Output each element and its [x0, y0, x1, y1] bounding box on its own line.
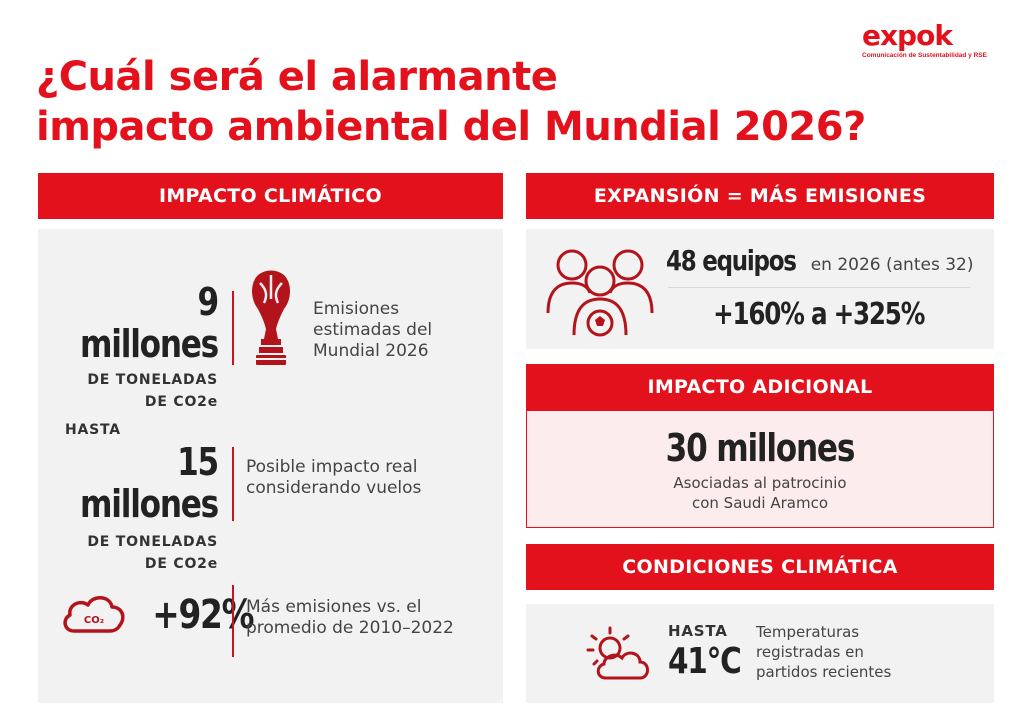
conditions-desc-line1: Temperaturas: [756, 623, 860, 641]
stat3-value: +92%: [152, 592, 254, 638]
range-block: +160% a +325%: [668, 295, 970, 335]
expansion-panel: 48 equipos en 2026 (antes 32) +160% a +3…: [526, 229, 994, 349]
climate-impact-panel: 9 millones DE TONELADAS DE CO2e Emisione…: [38, 229, 503, 703]
stat2-desc-line1: Posible impacto real: [246, 457, 418, 477]
conditions-description: Temperaturas registradas en partidos rec…: [756, 622, 976, 682]
stat1-description: Emisiones estimadas del Mundial 2026: [313, 299, 483, 362]
additional-panel: 30 millones Asociadas al patrocinio con …: [526, 410, 994, 528]
stat2-value: 15 millones: [80, 440, 219, 526]
teams-line: 48 equipos en 2026 (antes 32): [666, 243, 986, 279]
stat2-description: Posible impacto real considerando vuelos: [246, 457, 486, 499]
stat1-desc-line3: Mundial 2026: [313, 341, 429, 361]
page-title: ¿Cuál será el alarmante impacto ambienta…: [36, 52, 866, 152]
stat1-block: 9 millones DE TONELADAS DE CO2e: [48, 280, 219, 413]
stat2-unit-line1: DE TONELADAS: [87, 534, 218, 550]
conditions-header: CONDICIONES CLIMÁTICA: [526, 544, 994, 590]
stat1-unit-line2: DE CO2e: [144, 394, 218, 410]
brand-logo: expok Comunicación de Sustentabilidad y …: [862, 19, 997, 60]
stat1-unit-line1: DE TONELADAS: [87, 372, 218, 388]
stat2-unit-line2: DE CO2e: [144, 556, 218, 572]
stat2-prefix: HASTA: [65, 419, 121, 441]
additional-desc-line1: Asociadas al patrocinio: [673, 474, 847, 492]
additional-desc-line2: con Saudi Aramco: [691, 494, 829, 512]
stat2-prefix-text: HASTA: [65, 422, 121, 438]
brand-name: expok: [862, 19, 953, 52]
stat3-divider: [232, 585, 234, 657]
conditions-panel: HASTA 41°C Temperaturas registradas en p…: [526, 604, 994, 703]
climate-impact-header: IMPACTO CLIMÁTICO: [38, 173, 503, 219]
stat3-desc-line1: Más emisiones vs. el: [246, 597, 422, 617]
world-cup-trophy-icon: [246, 269, 296, 369]
title-line-1: ¿Cuál será el alarmante: [36, 54, 558, 100]
stat2-divider: [232, 447, 234, 521]
stat1-divider: [232, 291, 234, 365]
conditions-prefix: HASTA: [668, 622, 728, 640]
teams-suffix: en 2026 (antes 32): [810, 255, 974, 275]
conditions-desc-line2: registradas en: [756, 643, 864, 661]
sun-cloud-icon: [584, 626, 654, 684]
additional-header: IMPACTO ADICIONAL: [526, 364, 994, 410]
stat3-block: +92%: [130, 591, 254, 639]
stat2-desc-line2: considerando vuelos: [246, 478, 422, 498]
stat2-block: 15 millones DE TONELADAS DE CO2e: [48, 440, 219, 575]
range-value: +160% a +325%: [713, 297, 926, 332]
conditions-desc-line3: partidos recientes: [756, 663, 892, 681]
stat1-value: 9 millones: [80, 280, 219, 366]
stat1-desc-line1: Emisiones: [313, 299, 400, 319]
expansion-header: EXPANSIÓN = MÁS EMISIONES: [526, 173, 994, 219]
conditions-value: 41°C: [668, 641, 742, 682]
additional-value: 30 millones: [665, 426, 856, 470]
conditions-stat-block: HASTA 41°C: [668, 620, 748, 682]
stat1-desc-line2: estimadas del: [313, 320, 433, 340]
stat3-description: Más emisiones vs. el promedio de 2010–20…: [246, 597, 496, 639]
co2-cloud-icon: CO₂: [60, 593, 128, 637]
expansion-divider: [668, 287, 970, 288]
additional-block: 30 millones Asociadas al patrocinio con …: [527, 427, 993, 513]
co2-cloud-label: CO₂: [84, 615, 104, 626]
brand-tagline: Comunicación de Sustentabilidad y RSE: [862, 52, 987, 59]
stat3-desc-line2: promedio de 2010–2022: [246, 618, 454, 638]
teams-value: 48 equipos: [666, 244, 797, 277]
players-football-icon: [544, 243, 656, 339]
title-line-2: impacto ambiental del Mundial 2026?: [36, 104, 866, 150]
